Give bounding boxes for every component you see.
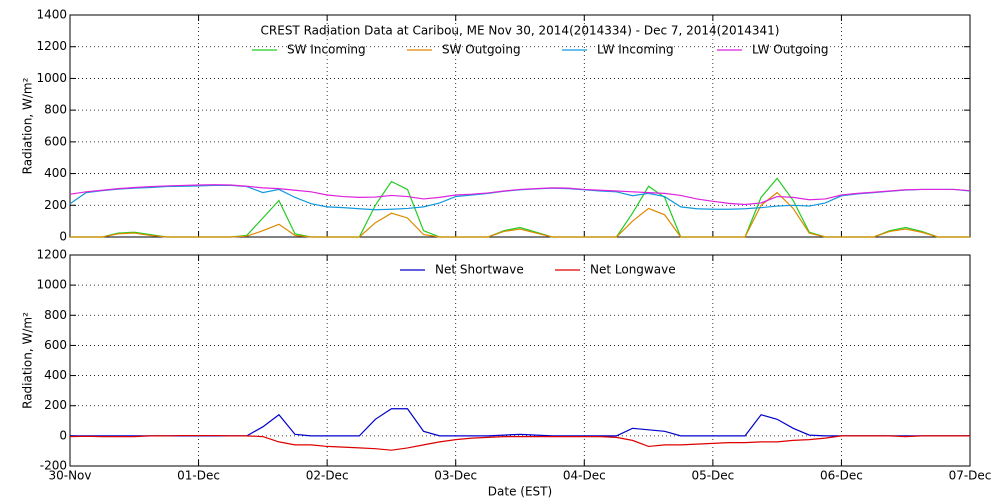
x-tick-label: 06-Dec: [820, 469, 863, 483]
series-line: [70, 408, 970, 437]
y-tick-label: 400: [44, 368, 67, 382]
y-tick-label: 1200: [36, 39, 67, 53]
y-tick-label: 1400: [36, 8, 67, 22]
series-line: [70, 191, 970, 238]
y-tick-label: 600: [44, 134, 67, 148]
y-tick-label: 200: [44, 398, 67, 412]
y-tick-label: 400: [44, 166, 67, 180]
legend-label: LW Incoming: [597, 43, 674, 57]
chart-title: CREST Radiation Data at Caribou, ME Nov …: [261, 24, 780, 38]
y-tick-label: 600: [44, 338, 67, 352]
y-tick-label: 800: [44, 308, 67, 322]
y-axis-label: Radiation, W/m²: [21, 77, 35, 174]
series-line: [69, 184, 971, 206]
legend-label: Net Longwave: [590, 263, 676, 277]
x-tick-label: 03-Dec: [434, 469, 477, 483]
y-axis-label: Radiation, W/m²: [21, 312, 35, 409]
x-tick-label: 07-Dec: [949, 469, 992, 483]
legend-label: SW Outgoing: [442, 43, 521, 57]
y-tick-label: 1200: [36, 248, 67, 262]
y-tick-label: 0: [59, 428, 67, 442]
x-tick-label: 02-Dec: [306, 469, 349, 483]
legend-label: Net Shortwave: [435, 263, 524, 277]
x-tick-label: 05-Dec: [691, 469, 734, 483]
y-tick-label: 0: [59, 230, 67, 244]
legend-label: LW Outgoing: [752, 43, 829, 57]
x-tick-label: 04-Dec: [563, 469, 606, 483]
plot-frame: [69, 14, 971, 238]
y-tick-label: -200: [40, 459, 67, 473]
y-tick-label: 1000: [36, 71, 67, 85]
x-tick-label: 01-Dec: [177, 469, 220, 483]
plot-frame: [69, 254, 971, 467]
x-axis-label: Date (EST): [488, 485, 552, 499]
x-tick-label: 30-Nov: [48, 469, 91, 483]
y-tick-label: 200: [44, 198, 67, 212]
series-line: [70, 177, 970, 238]
legend-label: SW Incoming: [287, 43, 366, 57]
series-line: [69, 434, 970, 451]
y-tick-label: 800: [44, 103, 67, 117]
y-tick-label: 1000: [36, 278, 67, 292]
